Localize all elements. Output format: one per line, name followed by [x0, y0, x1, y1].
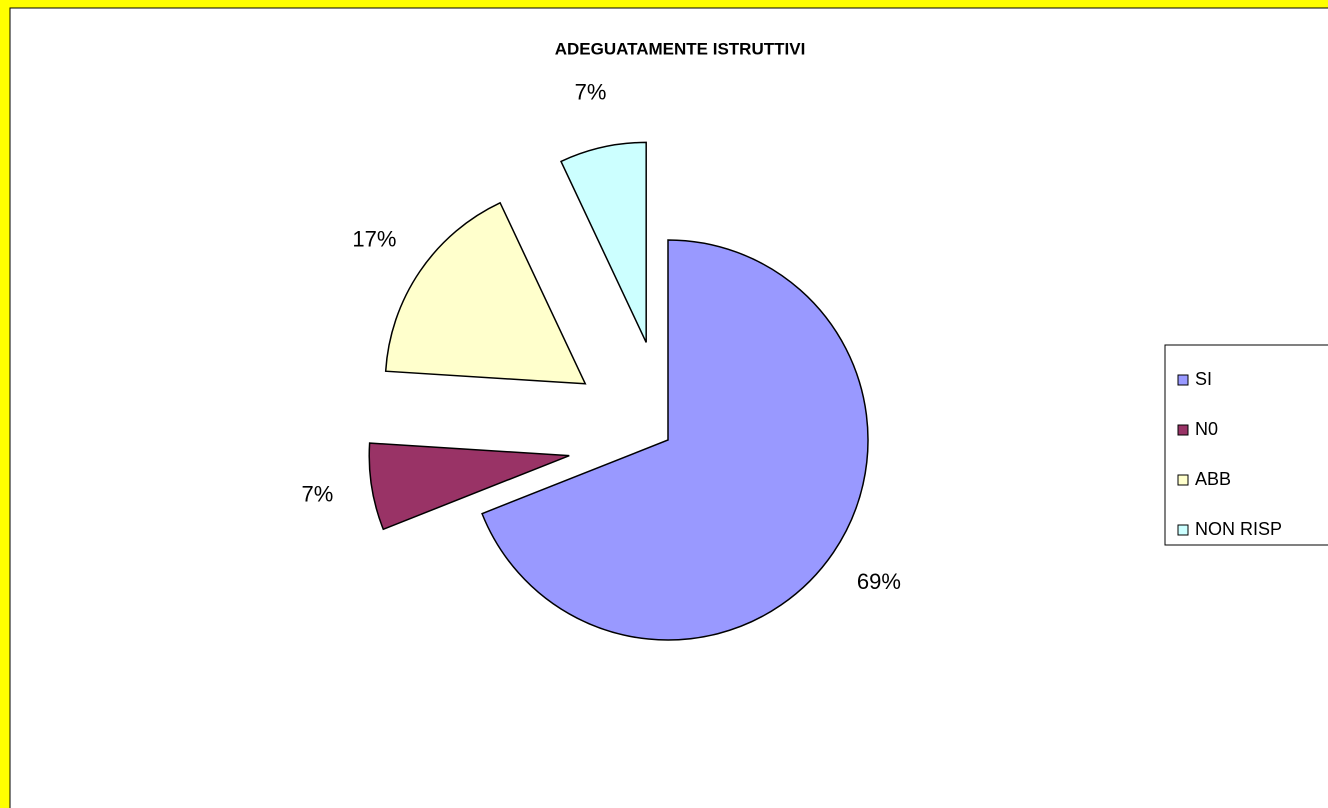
legend-swatch — [1177, 524, 1189, 536]
data-label: 7% — [575, 79, 607, 104]
legend-swatch — [1177, 374, 1189, 386]
pie-slice — [560, 141, 647, 343]
pie-slice — [384, 201, 587, 385]
legend-label: NON RISP — [1195, 519, 1282, 539]
legend-label: SI — [1195, 369, 1212, 389]
legend-label: ABB — [1195, 469, 1231, 489]
legend-box — [1164, 344, 1328, 546]
chart-title: ADEGUATAMENTE ISTRUTTIVI — [555, 39, 806, 58]
data-label: 7% — [301, 481, 333, 506]
legend-swatch — [1177, 424, 1189, 436]
data-label: 69% — [857, 569, 901, 594]
pie-slice — [481, 239, 869, 641]
legend-label: N0 — [1195, 419, 1218, 439]
pie-slice — [368, 442, 570, 531]
data-label: 17% — [352, 226, 396, 251]
legend-swatch — [1177, 474, 1189, 486]
